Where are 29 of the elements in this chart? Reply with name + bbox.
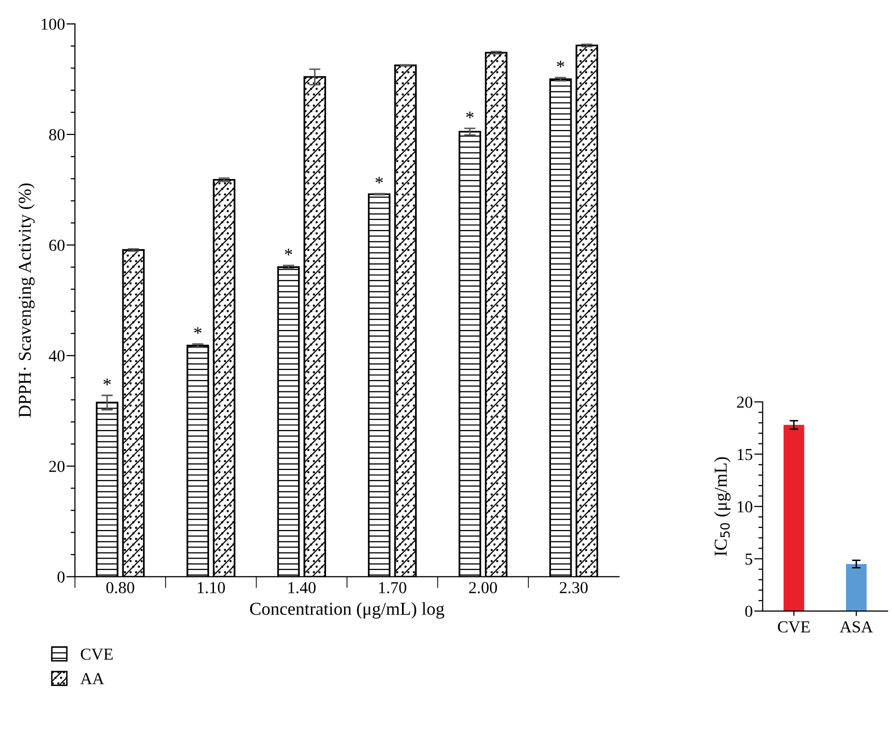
x-tick-label: ASA	[840, 621, 873, 632]
y-tick-label: 100	[42, 18, 65, 30]
y-tick-label: 20	[49, 460, 65, 472]
y-axis-title: IC$_{50}$ (μg/mL)	[714, 457, 731, 556]
y-tick-label: 0	[745, 606, 752, 617]
x-tick-label: 1.40	[288, 582, 316, 594]
y-tick-label: 5	[746, 554, 752, 565]
y-tick-label: 20	[737, 396, 752, 408]
y-tick-label: 60	[49, 240, 65, 251]
x-tick-label: 1.70	[379, 582, 406, 594]
annotation: *	[556, 60, 564, 68]
annotation: *	[376, 176, 383, 184]
annotation: *	[103, 378, 111, 386]
x-tick-label: 1.10	[198, 582, 225, 594]
y-axis-title: DPPH· Scavenging Activity (%)	[18, 183, 35, 418]
x-tick-label: 0.80	[106, 582, 134, 594]
annotation: *	[194, 327, 202, 334]
legend-label: AA	[80, 673, 104, 684]
x-tick-label: 2.00	[469, 582, 497, 594]
annotation: *	[284, 248, 292, 256]
legend-label: CVE	[80, 648, 113, 660]
x-axis-title: Concentration (μg/mL) log	[250, 602, 444, 619]
y-tick-label: 15	[738, 448, 752, 460]
annotation: *	[466, 112, 474, 118]
y-tick-label: 80	[49, 129, 65, 140]
y-tick-label: 40	[48, 350, 65, 362]
y-tick-label: 10	[738, 501, 752, 512]
y-tick-label: 0	[58, 571, 65, 583]
x-tick-label: 2.30	[560, 582, 588, 594]
